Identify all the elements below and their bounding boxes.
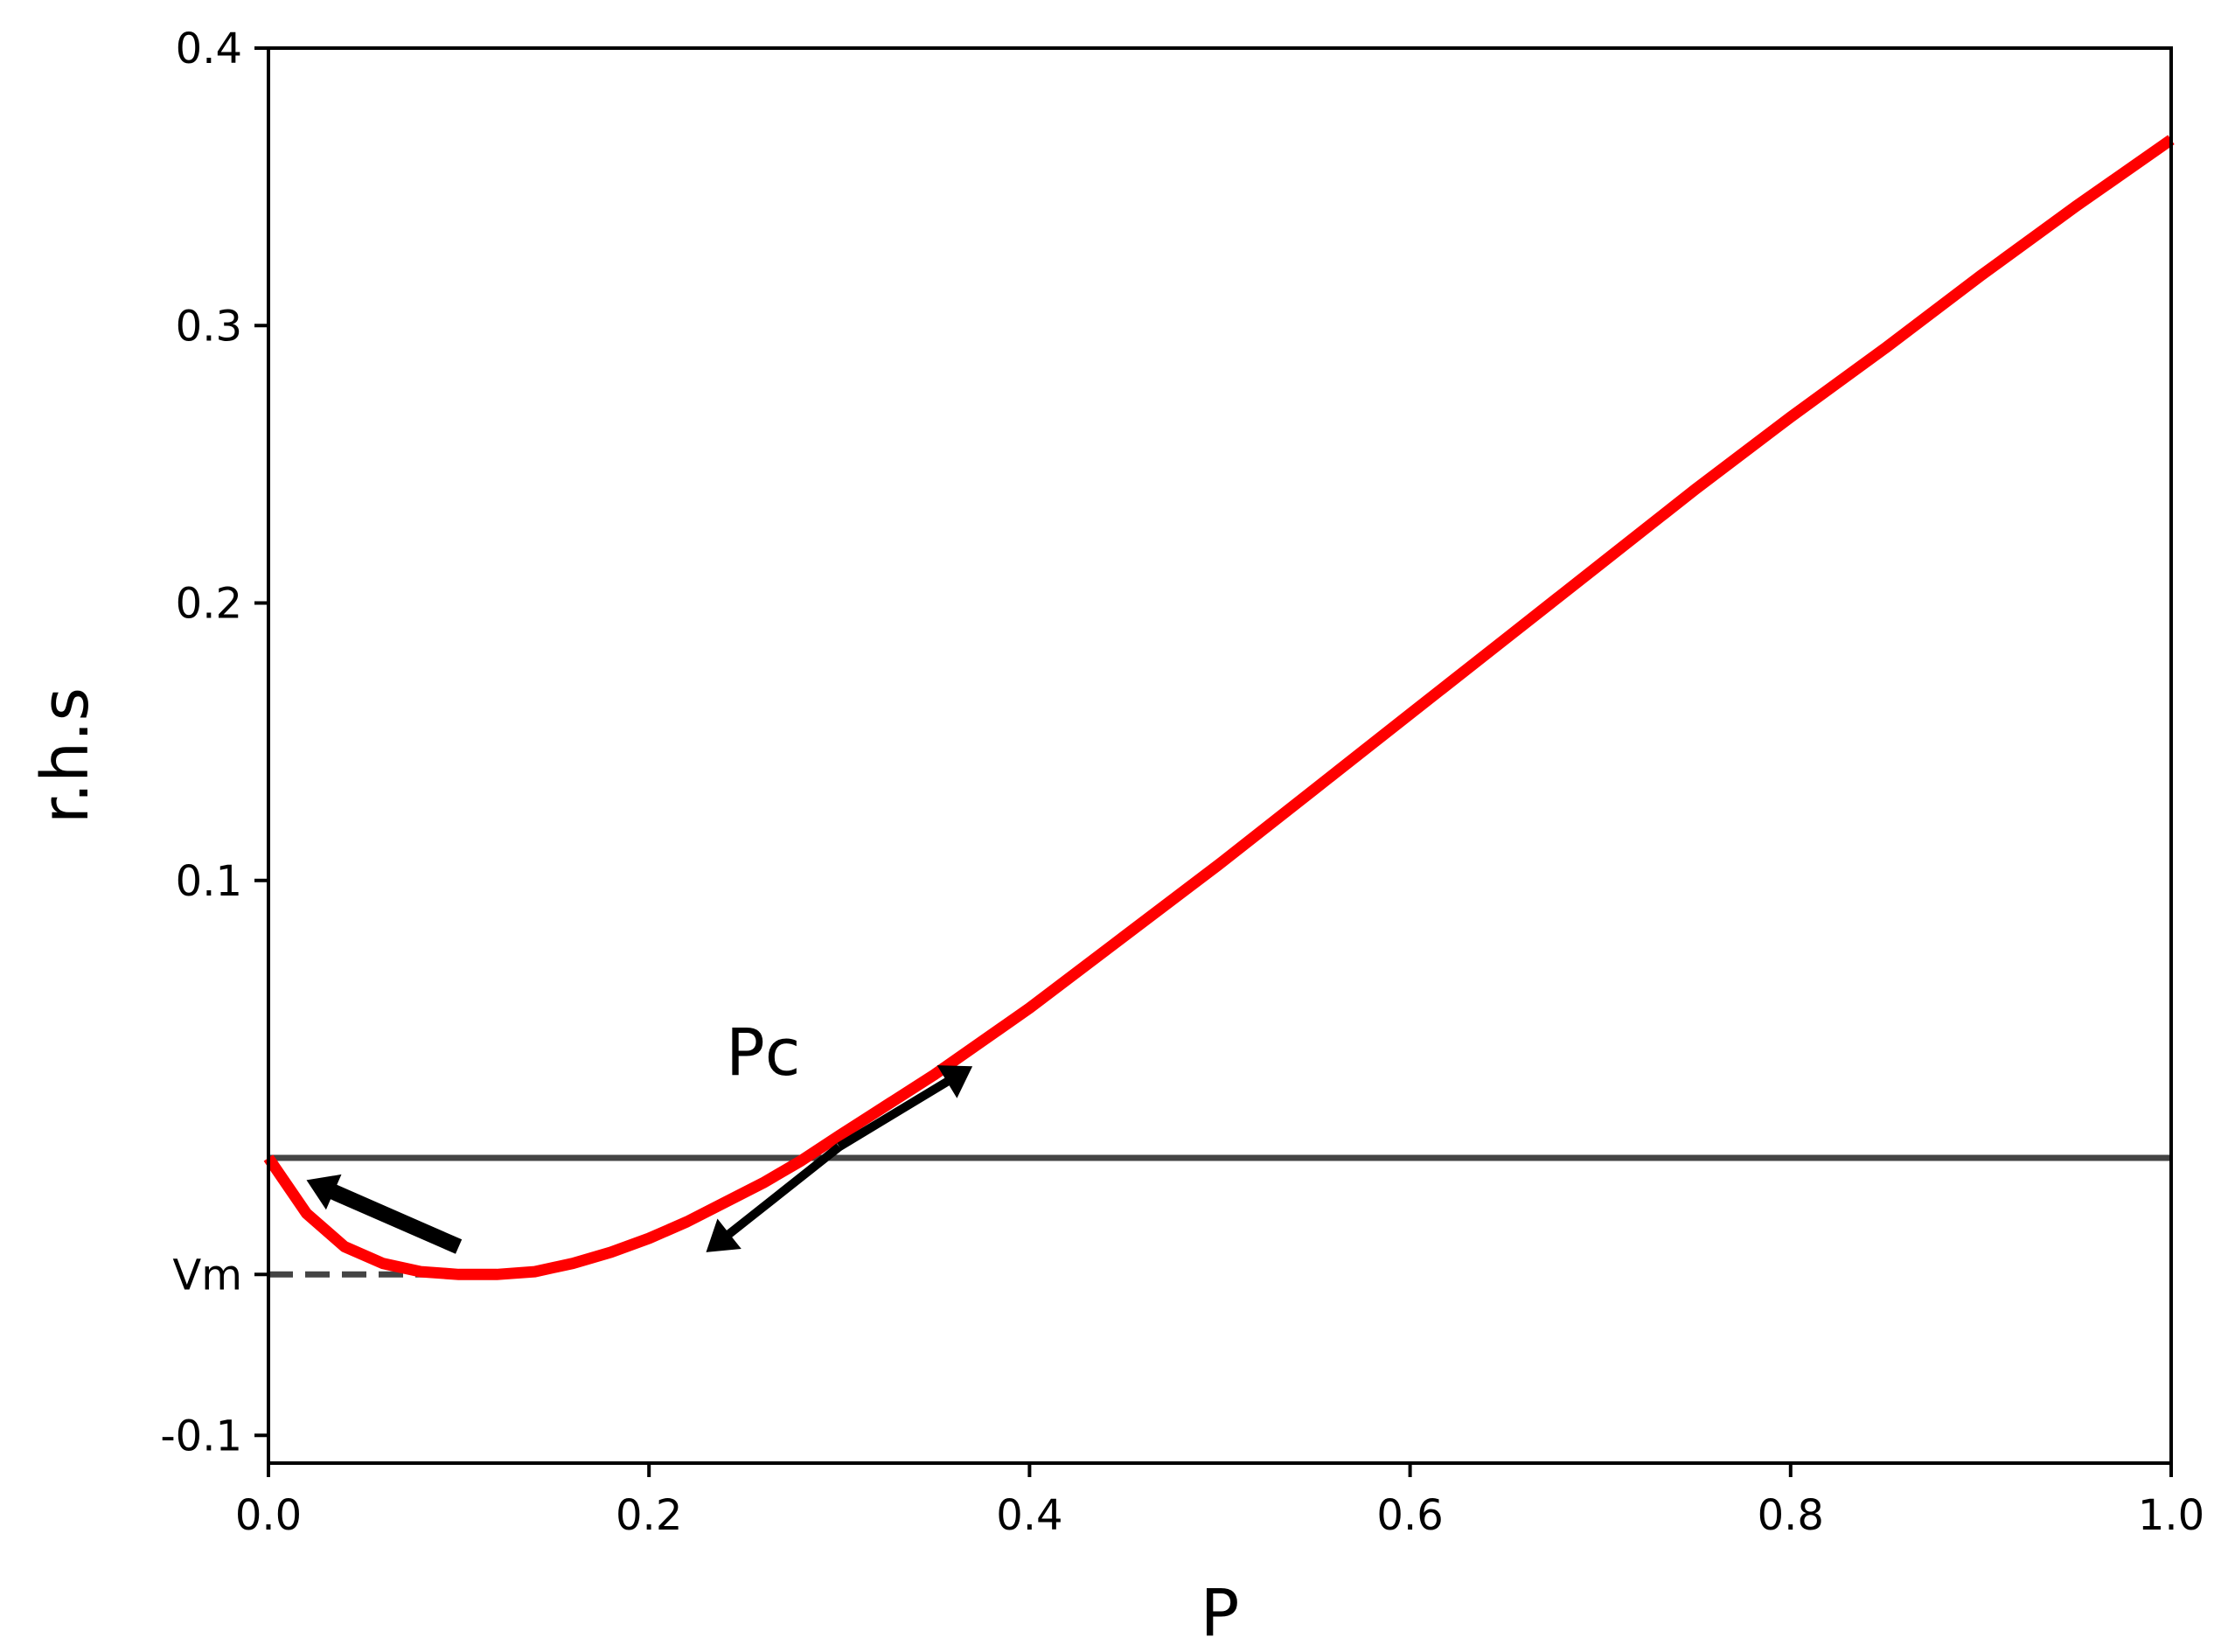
x-tick-label: 0.8	[1758, 1491, 1824, 1540]
direction-arrow-1	[837, 1065, 973, 1151]
y-axis-label: r.h.s	[28, 687, 103, 824]
arrows-layer	[306, 1065, 973, 1254]
x-axis: 0.0 0.2 0.4 0.6 0.8 1.0	[235, 1463, 2204, 1540]
y-tick-label: 0.1	[176, 857, 242, 906]
y-tick-label: -0.1	[160, 1412, 242, 1460]
direction-arrow-2	[706, 1143, 842, 1252]
plot-area: Pc	[263, 46, 2175, 1465]
plot-frame	[267, 46, 2173, 1465]
y-tick-label: 0.3	[176, 302, 242, 351]
x-tick-label: 0.2	[616, 1491, 682, 1540]
x-tick-label: 0.4	[996, 1491, 1062, 1540]
annotation-label-0: Pc	[726, 1015, 800, 1091]
x-tick-label: 1.0	[2138, 1491, 2204, 1540]
x-tick-label: 0.6	[1376, 1491, 1443, 1540]
direction-arrow-0	[306, 1174, 463, 1254]
y-tick-label: 0.2	[176, 580, 242, 629]
y-tick-label: Vm	[172, 1251, 242, 1300]
annotations-layer: Pc	[726, 1015, 800, 1091]
y-tick-label: 0.4	[176, 24, 242, 73]
y-axis: -0.1 Vm 0.1 0.2 0.3 0.4	[160, 24, 268, 1460]
reference-lines	[268, 1154, 2171, 1278]
series-layer	[263, 135, 2175, 1280]
x-axis-label: P	[1201, 1576, 1240, 1651]
x-tick-label: 0.0	[235, 1491, 302, 1540]
series-line-0	[263, 135, 2175, 1280]
